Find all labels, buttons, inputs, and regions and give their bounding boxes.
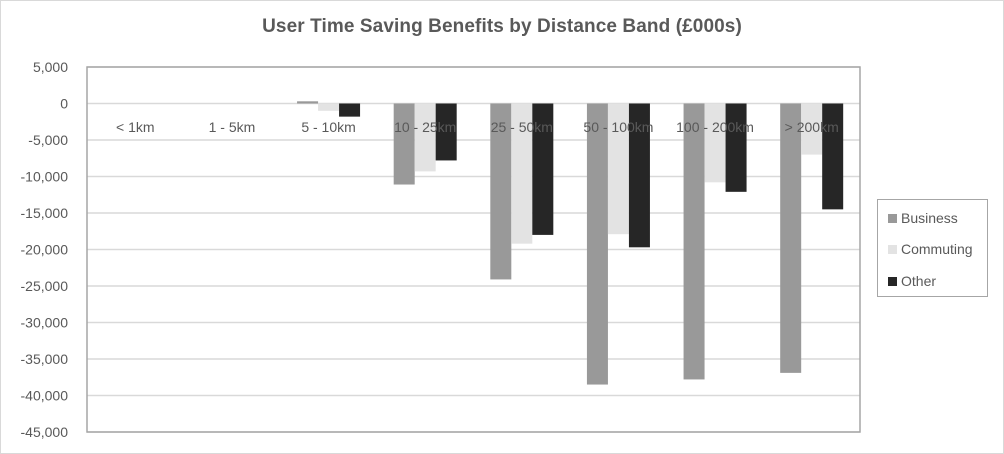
y-tick-label: 5,000 — [33, 59, 68, 75]
legend-swatch-commuting — [888, 244, 897, 254]
bar-business — [393, 103, 415, 185]
legend-label-business: Business — [901, 210, 958, 226]
y-tick-label: -20,000 — [21, 242, 69, 258]
bar-business — [780, 103, 802, 373]
bar-business — [683, 103, 705, 380]
y-tick-label: -35,000 — [21, 351, 69, 367]
category-labels: < 1km 1 - 5km 5 - 10km 10 - 25km 25 - 50km 50… — [116, 119, 839, 135]
bar-other — [532, 103, 554, 235]
category-label: > 200km — [785, 119, 839, 135]
bar-business — [586, 103, 608, 385]
legend-item-commuting: Commuting — [888, 239, 973, 259]
category-label: 5 - 10km — [301, 119, 355, 135]
bar-other — [822, 103, 844, 210]
y-tick-label: -45,000 — [21, 424, 69, 440]
category-label: 10 - 25km — [394, 119, 456, 135]
legend-swatch-business — [888, 213, 897, 223]
legend: Business Commuting Other — [877, 199, 988, 297]
bar-commuting — [607, 103, 629, 235]
bar-other — [628, 103, 650, 248]
bars — [297, 101, 844, 385]
legend-item-other: Other — [888, 271, 936, 291]
y-tick-label: -10,000 — [21, 169, 69, 185]
category-label: 25 - 50km — [491, 119, 553, 135]
bar-commuting — [801, 103, 823, 155]
legend-label-commuting: Commuting — [901, 241, 973, 257]
chart-title: User Time Saving Benefits by Distance Ba… — [262, 16, 742, 37]
y-tick-label: -40,000 — [21, 388, 69, 404]
bar-business — [490, 103, 512, 280]
category-label: 50 - 100km — [583, 119, 653, 135]
category-label: 1 - 5km — [209, 119, 256, 135]
y-tick-label: -30,000 — [21, 315, 69, 331]
bar-business — [297, 101, 319, 104]
bar-commuting — [318, 103, 340, 111]
legend-label-other: Other — [901, 273, 937, 289]
category-label: 100 - 200km — [676, 119, 754, 135]
bar-other — [435, 103, 457, 161]
category-label: < 1km — [116, 119, 155, 135]
legend-item-business: Business — [888, 208, 958, 228]
bar-other — [725, 103, 747, 192]
y-tick-label: -5,000 — [28, 132, 68, 148]
legend-swatch-other — [888, 276, 897, 286]
bar-commuting — [414, 103, 436, 172]
bar-commuting — [511, 103, 533, 244]
y-tick-label: 0 — [60, 96, 68, 112]
bar-commuting — [704, 103, 726, 183]
bar-other — [339, 103, 361, 117]
y-axis-labels: 5,000 0 -5,000 -10,000 -15,000 -20,000 -25,000… — [21, 59, 69, 440]
y-tick-label: -15,000 — [21, 205, 69, 221]
y-tick-label: -25,000 — [21, 278, 69, 294]
plot-border — [86, 66, 861, 433]
